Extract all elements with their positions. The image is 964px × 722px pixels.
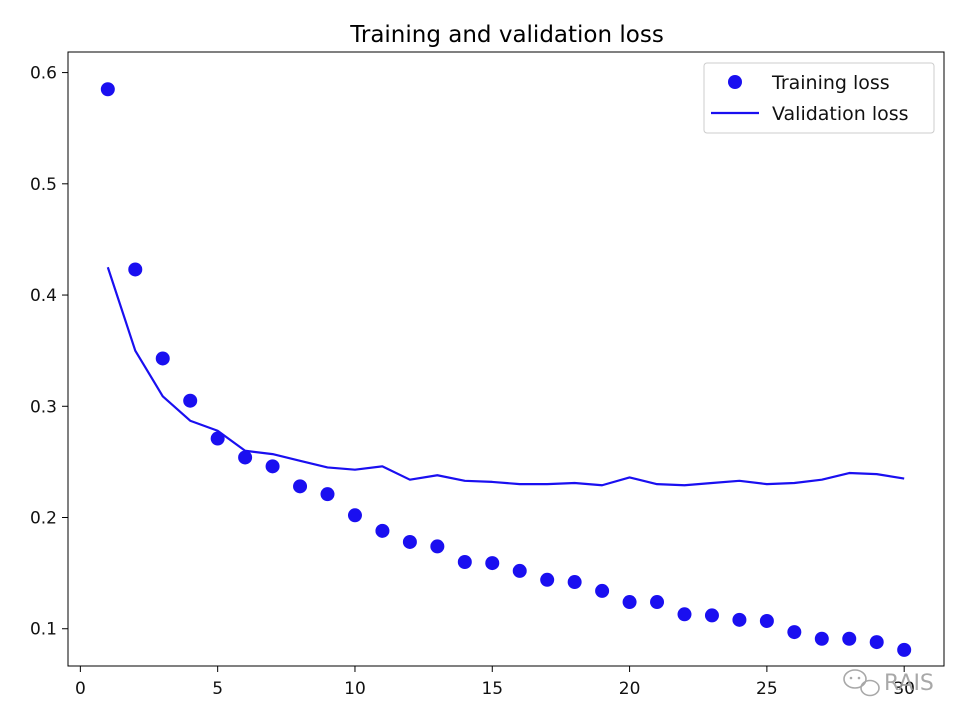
y-tick-label: 0.4 <box>30 286 57 306</box>
training-loss-point <box>128 262 143 277</box>
legend-training-label: Training loss <box>771 72 890 94</box>
training-loss-point <box>869 635 884 650</box>
training-loss-point <box>595 583 610 598</box>
x-tick-label: 20 <box>619 679 641 699</box>
training-loss-point <box>485 556 500 571</box>
training-loss-point <box>265 459 280 474</box>
legend-training-marker <box>728 75 742 89</box>
validation-loss-series <box>106 266 905 487</box>
y-tick-label: 0.3 <box>30 397 57 417</box>
chart-title: Training and validation loss <box>349 22 664 48</box>
training-loss-point <box>183 393 198 408</box>
legend: Training loss Validation loss <box>703 62 935 134</box>
training-loss-point <box>293 479 308 494</box>
watermark: RAIS <box>843 669 934 697</box>
training-loss-series <box>100 82 912 657</box>
y-tick-label: 0.6 <box>30 64 57 84</box>
x-tick-label: 10 <box>344 679 366 699</box>
training-loss-point <box>759 613 774 628</box>
x-tick-label: 30 <box>893 679 915 699</box>
training-loss-point <box>210 431 225 446</box>
training-loss-point <box>650 595 665 610</box>
training-loss-point <box>402 534 417 549</box>
training-loss-point <box>622 595 637 610</box>
training-loss-point <box>677 607 692 622</box>
training-loss-point <box>457 555 472 569</box>
y-tick-label: 0.2 <box>30 509 57 529</box>
training-loss-point <box>100 82 115 97</box>
training-loss-point <box>347 508 362 523</box>
training-loss-point <box>787 625 802 640</box>
training-loss-point <box>814 631 829 646</box>
training-loss-point <box>567 575 582 590</box>
chat-bubble-icon <box>843 669 880 697</box>
training-loss-point <box>375 523 390 538</box>
x-tick-label: 25 <box>756 679 778 699</box>
plot-area: 0.1 0.2 0.3 0.4 0.5 0.6 0 5 10 15 20 25 30 <box>30 51 945 699</box>
training-loss-point <box>732 612 747 627</box>
validation-loss-line <box>106 266 905 487</box>
training-loss-point <box>238 450 253 465</box>
legend-validation-label: Validation loss <box>772 103 909 125</box>
training-loss-point <box>842 631 857 646</box>
x-tick-label: 5 <box>212 679 223 699</box>
training-loss-point <box>897 642 912 657</box>
x-axis: 0 5 10 15 20 25 30 <box>75 666 915 699</box>
y-tick-label: 0.1 <box>30 620 57 640</box>
legend-box <box>703 62 935 134</box>
y-axis: 0.1 0.2 0.3 0.4 0.5 0.6 <box>30 64 68 640</box>
training-loss-point <box>512 563 527 578</box>
x-tick-label: 0 <box>75 679 86 699</box>
x-tick-label: 15 <box>481 679 503 699</box>
watermark-text: RAIS <box>884 671 934 696</box>
training-loss-point <box>430 539 445 554</box>
training-loss-point <box>704 608 719 623</box>
training-loss-point <box>540 572 555 587</box>
y-tick-label: 0.5 <box>30 175 57 195</box>
training-loss-point <box>155 351 170 366</box>
training-loss-point <box>320 487 335 502</box>
plot-frame <box>67 51 945 667</box>
